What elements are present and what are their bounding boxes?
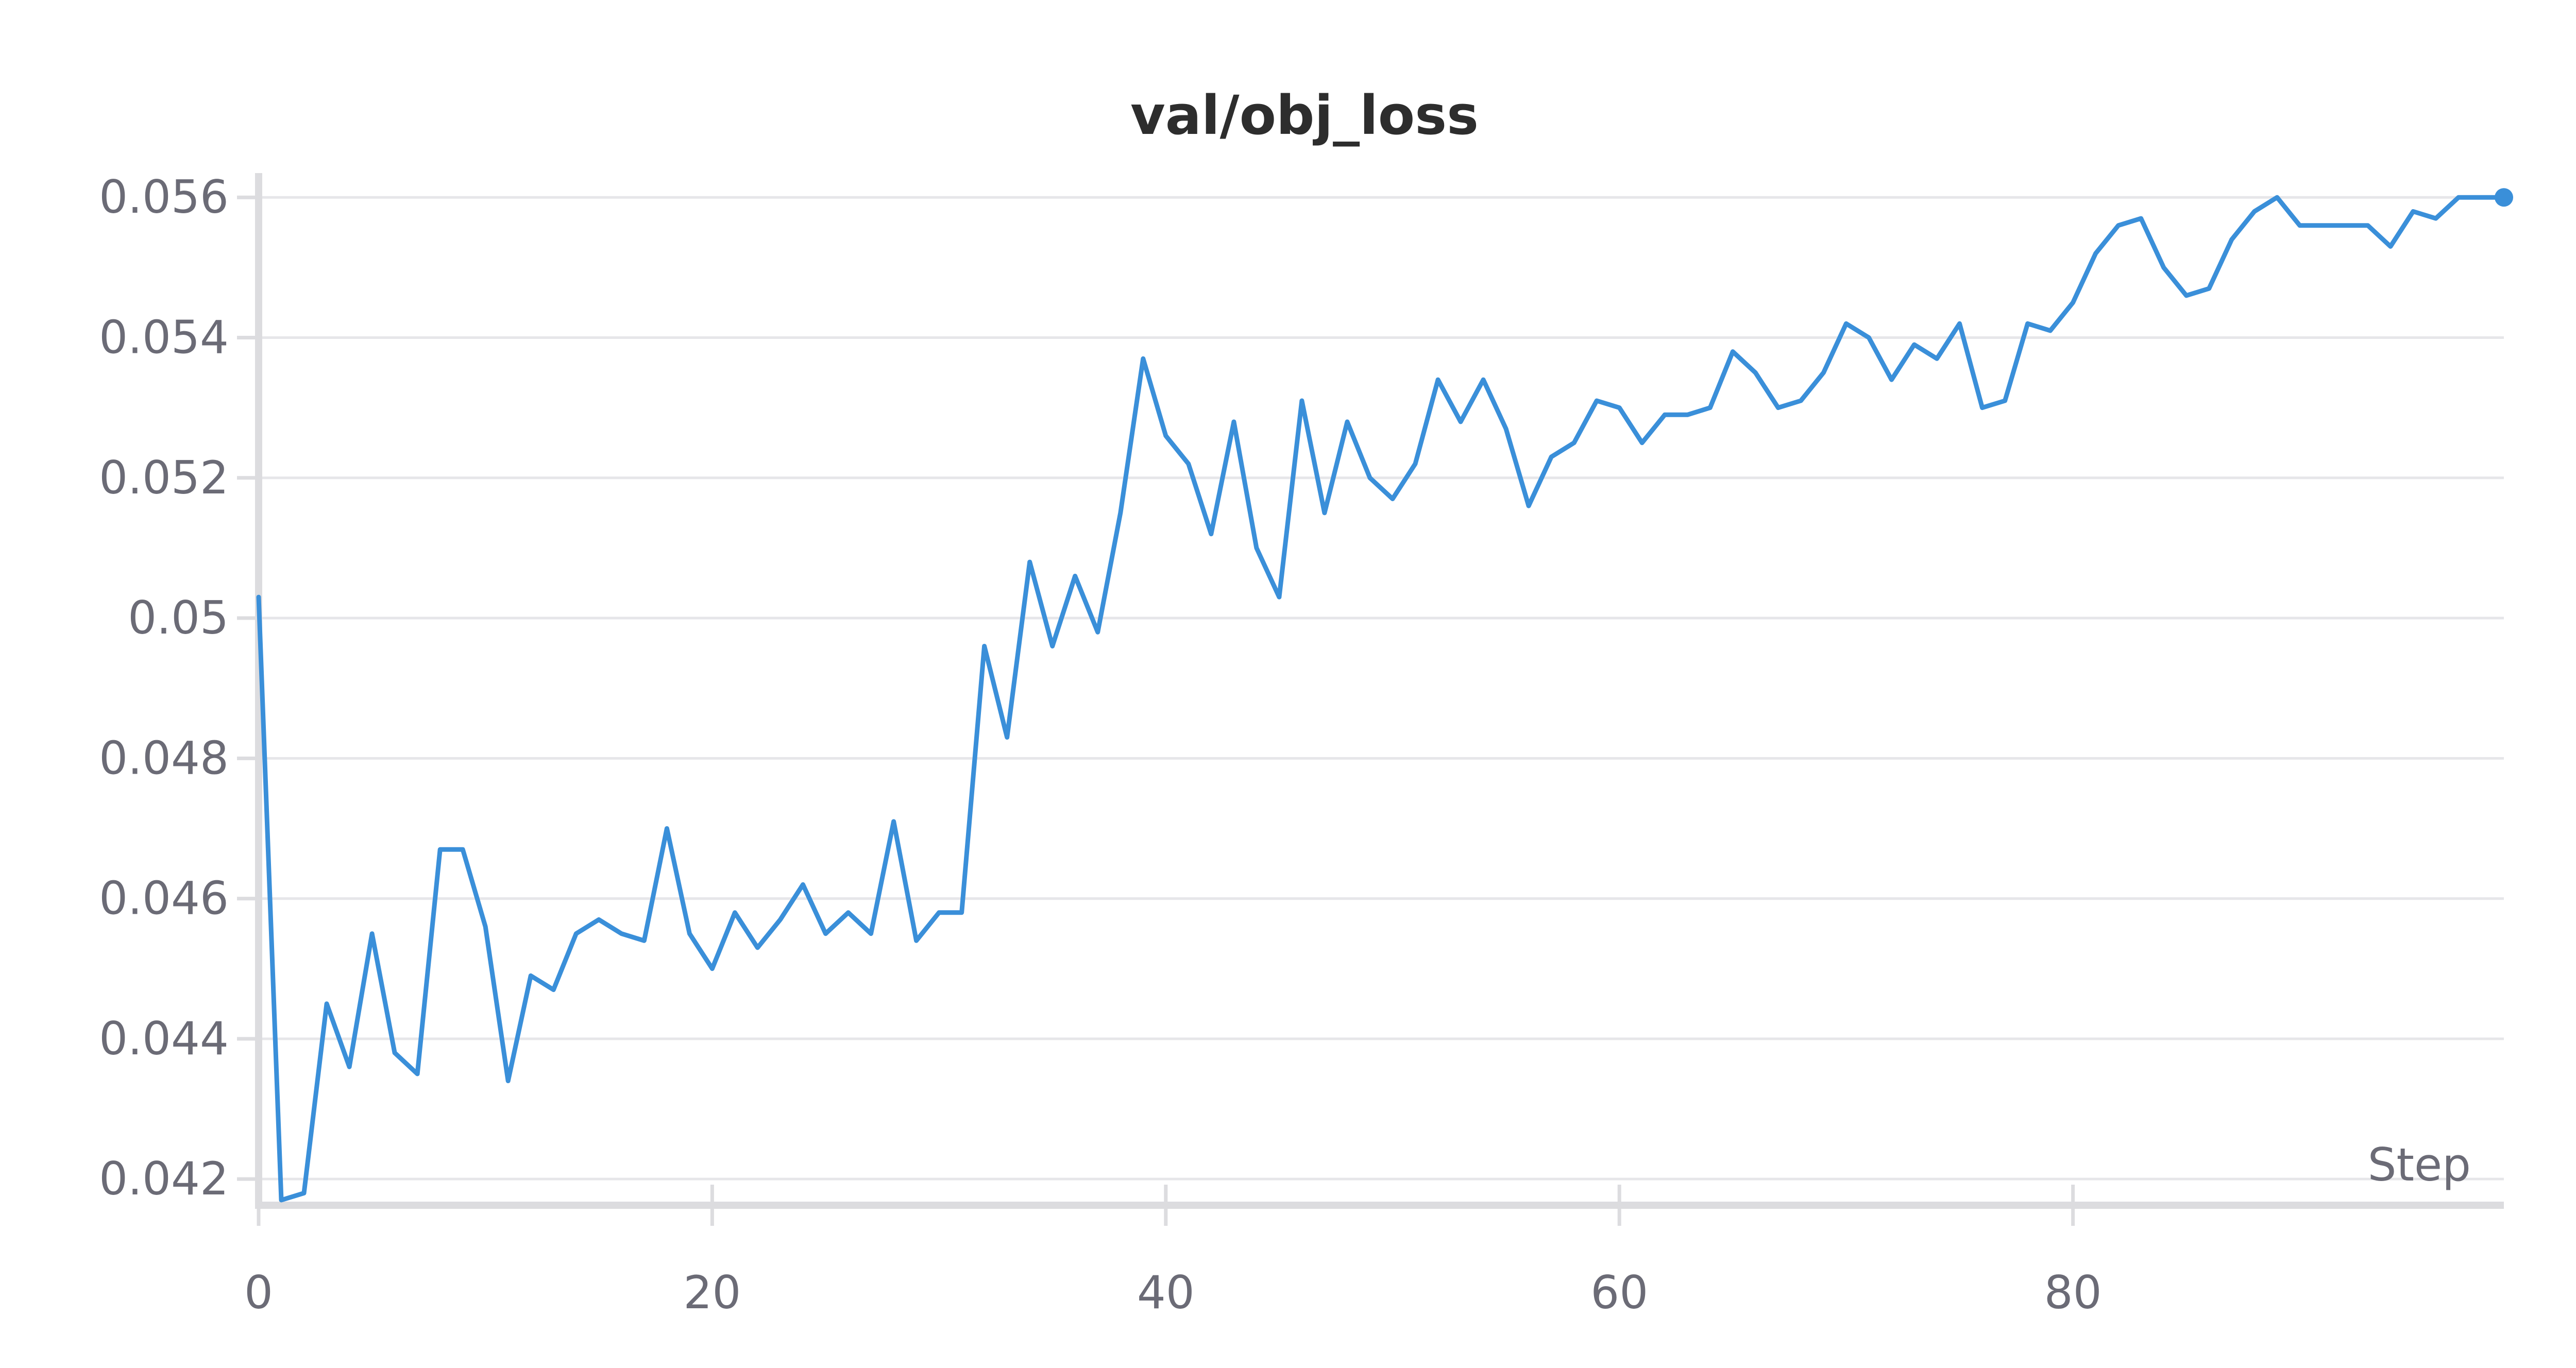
x-axis-label: Step	[2368, 1138, 2471, 1191]
x-tick-label: 60	[1590, 1266, 1648, 1319]
series-line	[256, 195, 2506, 1203]
y-tick-label: 0.052	[99, 451, 229, 504]
y-axis-ticks: 0.042 0.044 0.046 0.048 0.05 0.052 0.054 0.056	[99, 170, 259, 1205]
y-tick-label: 0.042	[99, 1152, 229, 1205]
grid-lines	[259, 196, 2504, 1181]
last-point-marker	[2495, 188, 2513, 207]
x-tick-label: 80	[2044, 1266, 2102, 1319]
chart-title: val/obj_loss	[1130, 84, 1479, 147]
x-axis-ticks: 0 20 40 60 80	[244, 1185, 2102, 1319]
y-tick-label: 0.05	[128, 591, 229, 644]
y-tick-label: 0.054	[99, 311, 229, 364]
y-tick-label: 0.044	[99, 1012, 229, 1065]
x-tick-label: 20	[683, 1266, 741, 1319]
axes	[255, 173, 2504, 1209]
y-tick-label: 0.046	[99, 872, 229, 925]
x-tick-label: 40	[1137, 1266, 1195, 1319]
y-tick-label: 0.056	[99, 170, 229, 224]
x-tick-label: 0	[244, 1266, 273, 1319]
y-tick-label: 0.048	[99, 731, 229, 784]
series-layer	[256, 188, 2513, 1203]
